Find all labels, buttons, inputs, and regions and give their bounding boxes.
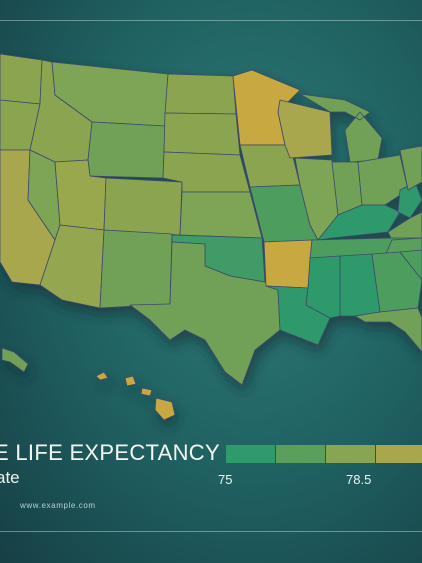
legend-tick-78-5: 78.5 [346,472,372,487]
state-north-dakota[interactable] [164,73,237,115]
legend-swatch-1 [226,445,276,463]
state-south-carolina[interactable] [399,249,422,281]
state-hawaii-maui[interactable] [140,387,153,397]
map-title: E LIFE EXPECTANCY [0,440,220,465]
state-alaska-tip[interactable] [1,347,29,373]
frame-bottom-line [0,531,422,532]
map-subtitle: ate [0,468,20,487]
state-ohio[interactable] [357,154,409,206]
state-florida[interactable] [354,307,422,353]
state-pennsylvania[interactable] [399,145,422,191]
state-wyoming[interactable] [87,121,166,179]
state-colorado[interactable] [103,177,183,236]
state-south-dakota[interactable] [163,112,241,156]
legend-swatch-4 [376,445,422,463]
state-texas[interactable] [129,241,281,386]
source-url: www.example.com [20,501,96,510]
frame-top-line [0,20,422,21]
state-georgia[interactable] [371,251,422,313]
state-new-mexico[interactable] [99,229,173,309]
legend-swatch-3 [326,445,376,463]
legend-tick-75: 75 [218,472,233,487]
state-michigan[interactable] [299,93,383,163]
legend-color-bar [226,445,422,463]
state-kansas[interactable] [179,191,263,239]
state-hawaii-west[interactable] [95,371,109,381]
state-hawaii-big[interactable] [154,397,176,421]
legend-swatch-2 [276,445,326,463]
state-hawaii-oahu[interactable] [124,375,137,387]
state-kentucky[interactable] [317,204,401,241]
state-washington[interactable] [0,53,43,105]
state-arkansas[interactable] [263,239,313,289]
